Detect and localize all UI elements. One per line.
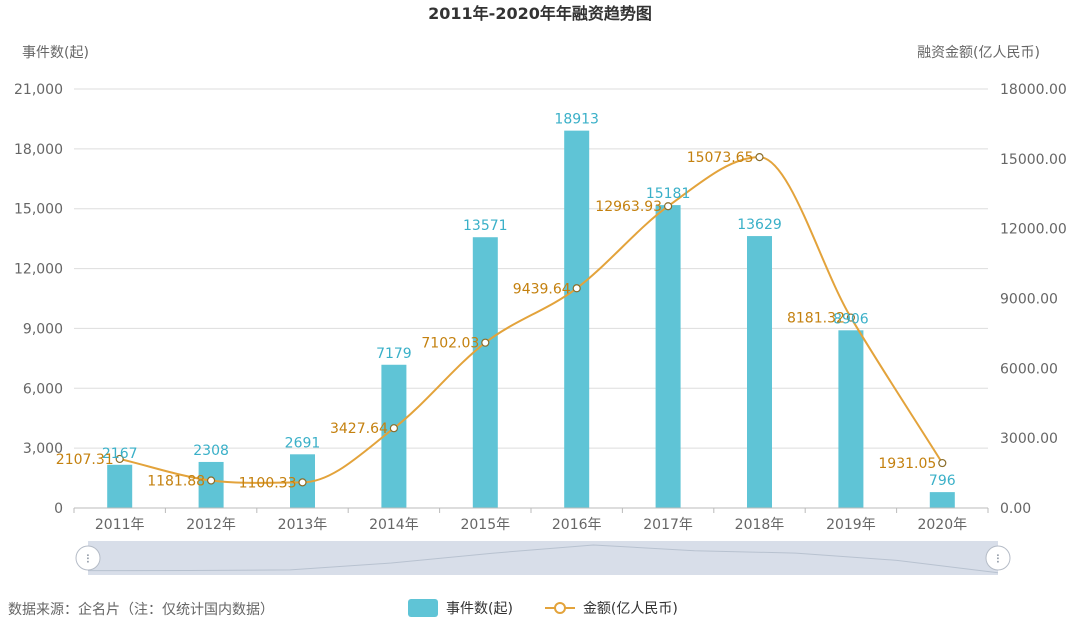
- x-tick-label: 2020年: [917, 517, 967, 533]
- x-tick-label: 2016年: [552, 517, 602, 533]
- zoom-slider-track[interactable]: [88, 541, 998, 575]
- line-point: [846, 313, 856, 322]
- x-tick-label: 2019年: [826, 517, 876, 533]
- bar-value-label: 13571: [463, 218, 508, 234]
- bar-value-label: 2308: [193, 443, 229, 459]
- line-value-label: 9439.64: [513, 281, 571, 297]
- grip-icon: ⁝: [996, 552, 1000, 567]
- line-value-label: 3427.64: [330, 421, 388, 437]
- line-value-label: 2107.31: [56, 452, 114, 468]
- y-right-tick-label: 9000.00: [1000, 292, 1058, 308]
- bar: [381, 364, 407, 508]
- line-value-label: 1931.05: [878, 456, 936, 472]
- line-point: [572, 284, 581, 293]
- y-right-tick-label: 6000.00: [1000, 361, 1058, 377]
- line-value-label: 1181.88: [147, 473, 205, 489]
- legend: 事件数(起) 金额(亿人民币): [408, 597, 710, 619]
- data-source-note: 数据来源：企名片（注：仅统计国内数据）: [8, 602, 274, 618]
- data-labels: 2167 2308 2691 7179 13571 18913 15181 13629 8906…: [56, 112, 956, 492]
- line-point: [481, 338, 490, 347]
- x-tick-label: 2013年: [278, 517, 328, 533]
- bar: [107, 464, 133, 508]
- y-left-tick-label: 3,000: [23, 441, 63, 457]
- grip-icon: ⁝: [86, 552, 90, 567]
- line-value-label: 12963.93: [595, 199, 662, 215]
- y-left-tick-label: 0: [54, 501, 63, 517]
- chart-title: 2011年-2020年年融资趋势图: [428, 4, 652, 23]
- x-tick-label: 2011年: [95, 517, 145, 533]
- bar-value-label: 18913: [554, 112, 599, 128]
- y-right-axis-title: 融资金额(亿人民币): [917, 45, 1040, 61]
- line-point: [755, 153, 764, 162]
- bar: [747, 236, 772, 508]
- y-left-tick-label: 21,000: [14, 82, 63, 98]
- legend-bar-swatch: [408, 599, 438, 617]
- line-value-label: 7102.03: [421, 336, 479, 352]
- zoom-slider[interactable]: ⁝ ⁝: [75, 541, 1011, 575]
- axes: 0 3,000 6,000 9,000 12,000 15,000 18,000 21,000…: [14, 82, 1067, 533]
- bar-value-label: 8906: [833, 311, 869, 327]
- zoom-slider-handle-right[interactable]: ⁝: [985, 545, 1011, 571]
- bar-value-label: 796: [929, 473, 956, 489]
- line-point: [115, 454, 124, 464]
- y-right-tick-label: 15000.00: [1000, 152, 1067, 168]
- y-left-tick-label: 6,000: [23, 381, 63, 397]
- bar: [655, 205, 681, 508]
- y-left-tick-label: 18,000: [14, 142, 63, 158]
- legend-item-events[interactable]: 事件数(起): [408, 598, 513, 618]
- bar: [472, 237, 498, 508]
- bar: [838, 330, 864, 508]
- y-right-tick-label: 18000.00: [1000, 82, 1067, 98]
- line-point: [663, 202, 673, 211]
- legend-item-amount[interactable]: 金额(亿人民币): [544, 598, 678, 618]
- x-tick-label: 2014年: [369, 517, 419, 533]
- amount-line: [119, 156, 944, 484]
- legend-label-events: 事件数(起): [446, 601, 513, 617]
- line-value-label: 15073.65: [687, 150, 754, 166]
- grid-lines: [74, 88, 988, 509]
- y-left-axis-title: 事件数(起): [22, 45, 89, 61]
- legend-label-amount: 金额(亿人民币): [582, 601, 678, 617]
- y-right-tick-label: 3000.00: [1000, 431, 1058, 447]
- bar-value-label: 2691: [285, 435, 321, 451]
- legend-line-swatch: [544, 602, 575, 614]
- bar-value-label: 7179: [376, 346, 412, 362]
- y-left-tick-label: 12,000: [14, 262, 63, 278]
- line-point: [207, 476, 216, 485]
- bar-value-label: 2167: [102, 446, 138, 462]
- line-series: [115, 153, 947, 487]
- y-right-tick-label: 0.00: [1000, 501, 1031, 517]
- bar: [929, 492, 955, 508]
- zoom-slider-preview: [87, 544, 999, 574]
- line-point: [938, 458, 947, 468]
- bar-series: [107, 130, 955, 508]
- bar-value-label: 13629: [737, 217, 782, 233]
- zoom-slider-handle-left[interactable]: ⁝: [75, 545, 101, 571]
- x-tick-label: 2018年: [735, 517, 785, 533]
- y-left-tick-label: 15,000: [14, 202, 63, 218]
- line-value-label: 8181.32: [787, 311, 845, 327]
- bar-value-label: 15181: [646, 186, 691, 202]
- x-tick-label: 2012年: [186, 517, 236, 533]
- line-point: [298, 478, 307, 487]
- line-point: [389, 424, 398, 433]
- y-right-tick-label: 12000.00: [1000, 222, 1067, 238]
- x-tick-label: 2015年: [460, 517, 510, 533]
- bar: [564, 130, 590, 508]
- line-value-label: 1100.33: [239, 475, 297, 491]
- y-left-tick-label: 9,000: [23, 321, 63, 337]
- x-tick-label: 2017年: [643, 517, 693, 533]
- bar: [198, 461, 224, 508]
